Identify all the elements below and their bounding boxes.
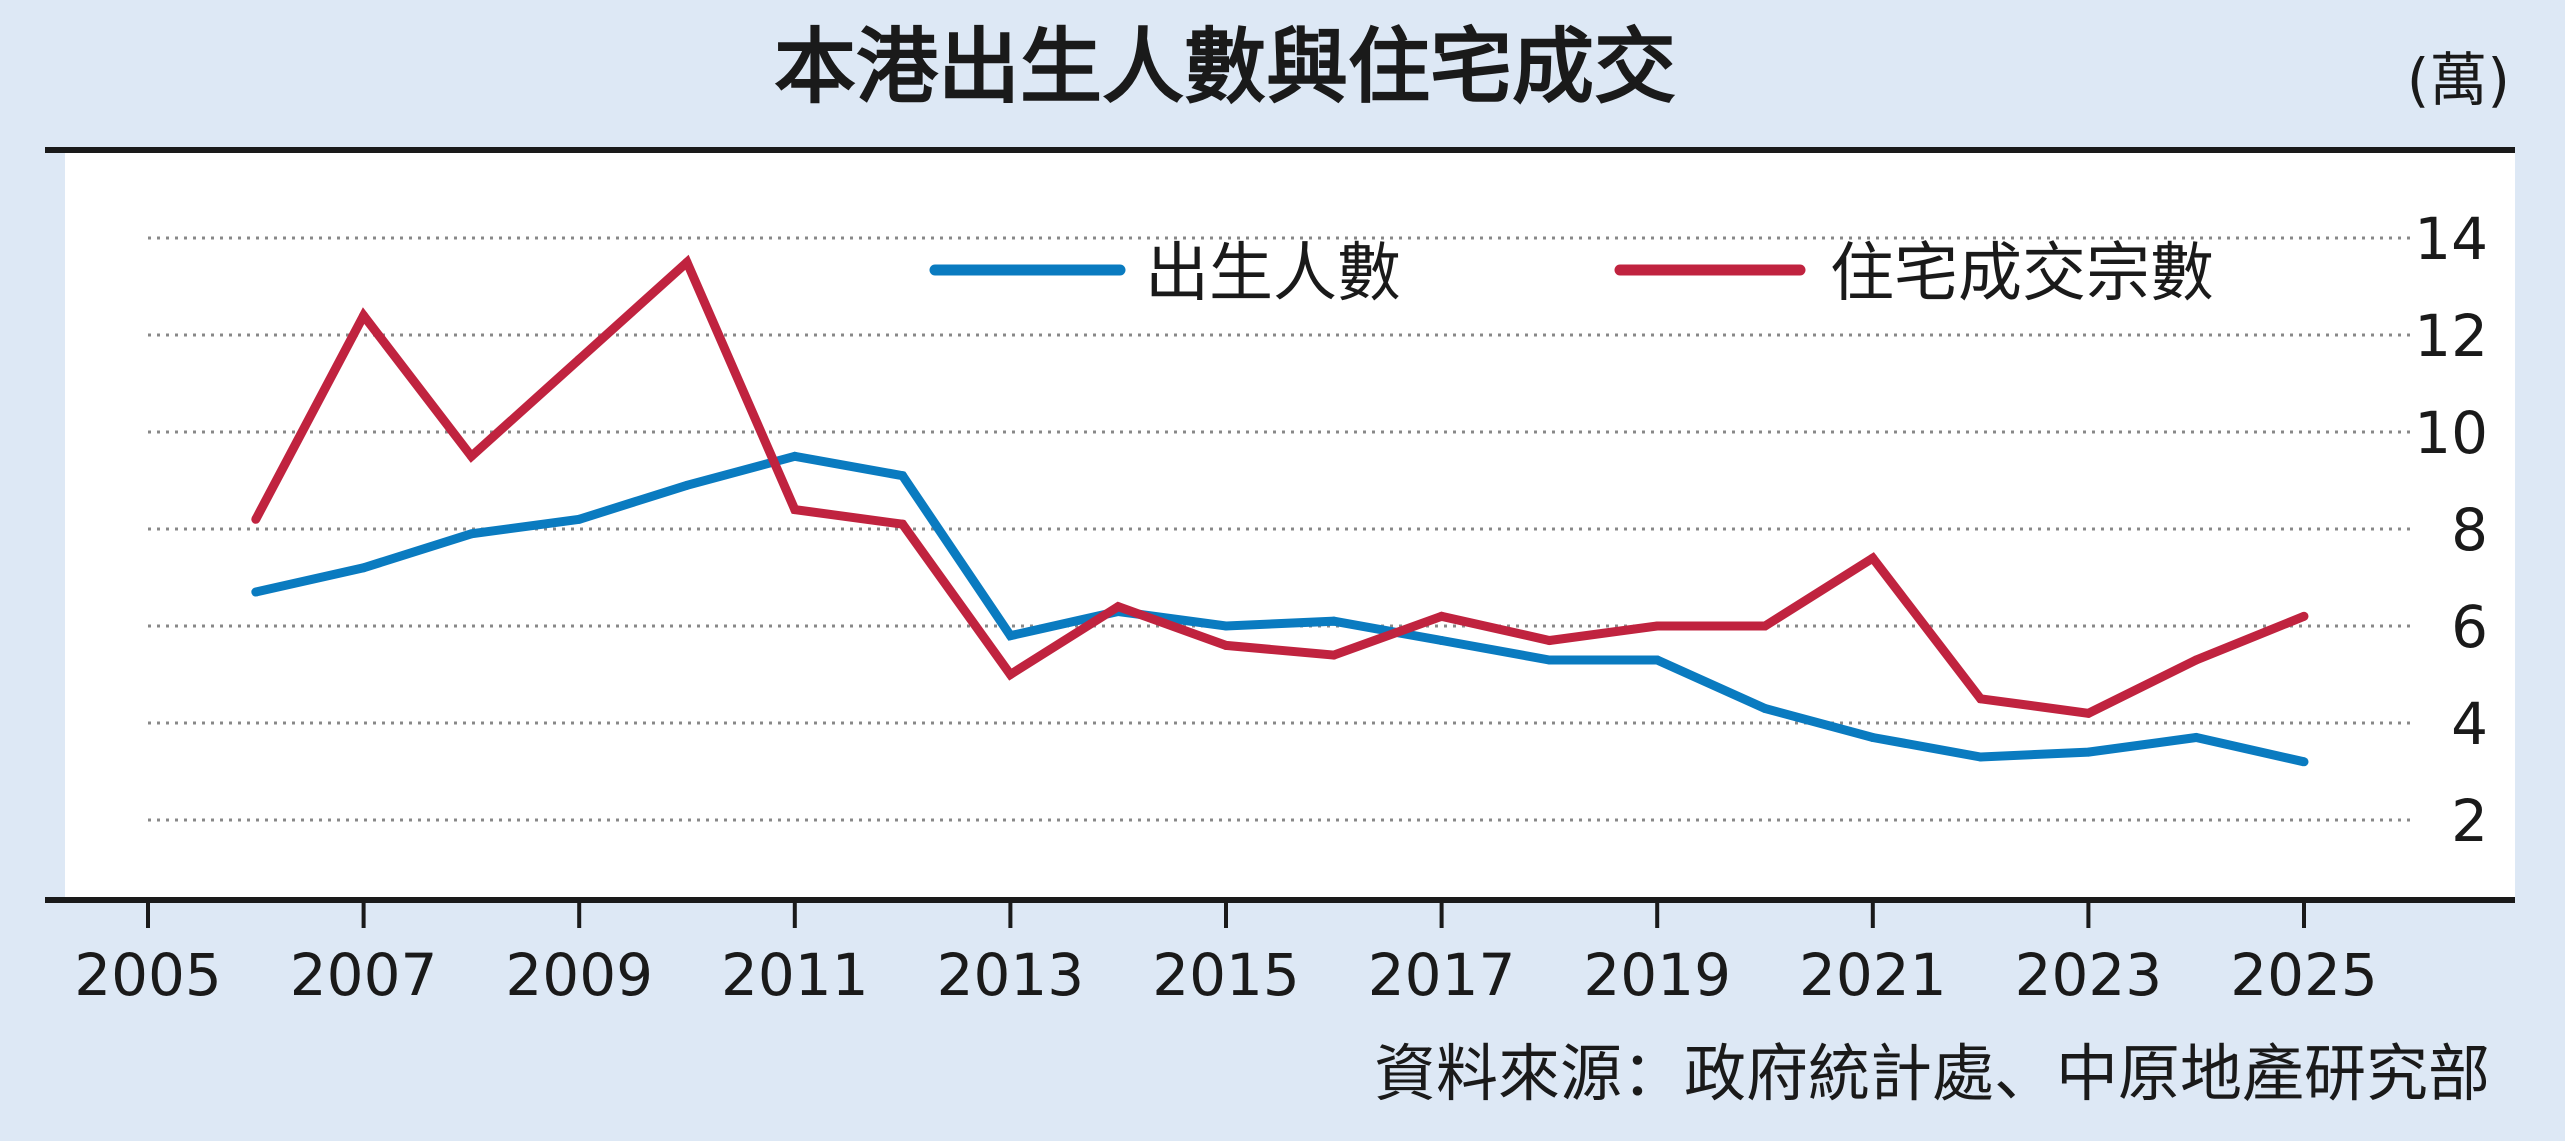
- series-1-point-2015: [1221, 640, 1231, 650]
- series-1-point-2014: [1113, 602, 1123, 612]
- series-1-point-2017: [1437, 611, 1447, 621]
- series-0-point-2015: [1221, 621, 1231, 631]
- series-1-point-2011: [790, 505, 800, 515]
- series-0-point-2020: [1760, 703, 1770, 713]
- series-1-point-2024: [2191, 655, 2201, 665]
- series-lines: [251, 254, 2309, 767]
- series-1-point-2008: [466, 451, 476, 461]
- x-tick-label-2017: 2017: [1368, 941, 1516, 1009]
- x-tick-label-2023: 2023: [2015, 941, 2163, 1009]
- series-1-point-2025: [2299, 611, 2309, 621]
- series-1-point-2019: [1652, 621, 1662, 631]
- x-tick-label-2013: 2013: [937, 941, 1085, 1009]
- x-tick-label-2021: 2021: [1799, 941, 1947, 1009]
- series-0-point-2019: [1652, 655, 1662, 665]
- series-0-point-2023: [2083, 747, 2093, 757]
- plot-background: [65, 150, 2515, 898]
- source-note: 資料來源：政府統計處、中原地產研究部: [1374, 1037, 2490, 1110]
- series-0-point-2025: [2299, 757, 2309, 767]
- series-0-point-2010: [682, 480, 692, 490]
- y-tick-label-12: 12: [2414, 302, 2488, 370]
- y-tick-label-4: 4: [2451, 690, 2488, 758]
- x-tick-label-2007: 2007: [290, 941, 438, 1009]
- series-0-point-2009: [574, 514, 584, 524]
- series-0-point-2024: [2191, 733, 2201, 743]
- legend: 出生人數 住宅成交宗數: [929, 237, 2214, 311]
- chart-title: 本港出生人數與住宅成交: [774, 20, 1676, 115]
- legend-label-transactions: 住宅成交宗數: [1830, 237, 2214, 311]
- x-tick-label-2009: 2009: [505, 941, 653, 1009]
- series-0-point-2007: [359, 563, 369, 573]
- series-0-point-2016: [1329, 616, 1339, 626]
- series-1-point-2023: [2083, 708, 2093, 718]
- series-0-point-2017: [1437, 636, 1447, 646]
- x-tick-label-2019: 2019: [1583, 941, 1731, 1009]
- series-0-point-2021: [1868, 733, 1878, 743]
- y-tick-label-2: 2: [2451, 787, 2488, 855]
- series-0-point-2006: [251, 587, 261, 597]
- y-tick-label-6: 6: [2451, 593, 2488, 661]
- y-tick-label-10: 10: [2414, 399, 2488, 467]
- series-1-point-2009: [574, 354, 584, 364]
- series-1-point-2018: [1544, 636, 1554, 646]
- unit-label: (萬): [2407, 46, 2510, 114]
- x-tick-label-2025: 2025: [2230, 941, 2378, 1009]
- legend-label-births: 出生人數: [1145, 237, 1401, 311]
- x-tick-label-2015: 2015: [1152, 941, 1300, 1009]
- series-1-point-2013: [1005, 670, 1015, 679]
- series-0-point-2008: [466, 529, 476, 539]
- series-0-point-2022: [1976, 752, 1986, 762]
- x-tick-label-2005: 2005: [74, 941, 222, 1009]
- y-tick-label-8: 8: [2451, 496, 2488, 564]
- y-tick-label-14: 14: [2414, 205, 2488, 273]
- x-axis-ticks: 2005 2007 2009 2011 2013 2015 2017 2019 2021 2023…: [74, 903, 2378, 1009]
- series-line-1: [251, 254, 2306, 718]
- series-1-point-2022: [1976, 694, 1986, 704]
- series-line-0: [254, 451, 2305, 767]
- series-1-point-2006: [251, 514, 261, 524]
- series-1-point-2010: [682, 257, 692, 267]
- series-1-point-2012: [898, 519, 908, 529]
- series-0-point-2012: [898, 471, 908, 481]
- series-1-point-2021: [1868, 553, 1878, 563]
- series-0-point-2013: [1005, 631, 1015, 641]
- series-0-point-2018: [1544, 655, 1554, 665]
- y-axis-ticks: 2 4 6 8 10 12 14: [2414, 205, 2488, 855]
- series-1-point-2016: [1329, 650, 1339, 660]
- x-tick-label-2011: 2011: [721, 941, 869, 1009]
- series-1-point-2020: [1760, 621, 1770, 631]
- series-1-point-2007: [359, 311, 369, 321]
- series-0-point-2011: [790, 451, 800, 461]
